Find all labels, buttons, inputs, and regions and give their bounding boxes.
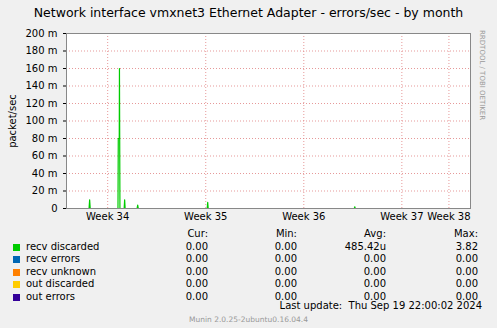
svg-text:0: 0 [51,203,57,214]
svg-text:packet/sec: packet/sec [7,94,18,148]
svg-text:100 m: 100 m [25,115,57,126]
html-text:0.00: 0.00 [185,278,208,289]
html-text:Avg:: Avg: [364,228,386,239]
html-text:0.00: 0.00 [185,290,208,302]
html-text:0.00: 0.00 [185,265,208,277]
html-text:out errors: out errors [26,290,75,302]
html-text:recv errors: recv errors [26,253,81,264]
html-text:Last update: Thu Sep 19 22:00:: Last update: Thu Sep 19 22:00:02 2024 [279,300,482,311]
svg-text:20 m: 20 m [32,185,58,196]
html-text:RRDTOOL / TOBI OETIKER: RRDTOOL / TOBI OETIKER [478,30,486,121]
html-text:0.00: 0.00 [455,290,478,302]
html-text:0.00: 0.00 [455,253,478,264]
svg-text:60 m: 60 m [32,150,58,161]
html-text:0.00: 0.00 [274,240,297,252]
html-text:recv discarded: recv discarded [26,240,100,252]
svg-text:80 m: 80 m [32,133,58,144]
svg-text:Week 37: Week 37 [380,211,423,222]
html-text:recv unknown: recv unknown [26,265,97,277]
html-text:0.00: 0.00 [455,265,478,277]
svg-text:160 m: 160 m [25,63,57,74]
html-text:0.00: 0.00 [363,278,386,289]
html-text:0.00: 0.00 [274,265,297,277]
html-text:Max:: Max: [454,228,478,239]
html-text:0.00: 0.00 [363,265,386,277]
html-text:0.00: 0.00 [363,290,386,302]
html-text:3.82: 3.82 [455,240,478,252]
svg-text:Week 35: Week 35 [184,211,227,222]
svg-text:180 m: 180 m [25,45,57,56]
svg-text:140 m: 140 m [25,80,57,91]
html-text:0.00: 0.00 [274,290,297,302]
svg-text:Week 38: Week 38 [427,211,470,222]
html-text:0.00: 0.00 [185,253,208,264]
html-text:0.00: 0.00 [274,278,297,289]
svg-text:Week 36: Week 36 [282,211,325,222]
html-text:485.42u: 485.42u [344,240,386,252]
html-text:0.00: 0.00 [185,240,208,252]
html-text:Munin 2.0.25-2ubuntu0.16.04.4: Munin 2.0.25-2ubuntu0.16.04.4 [189,315,308,324]
svg-text:200 m: 200 m [25,28,57,39]
svg-text:40 m: 40 m [32,168,58,179]
html-text:out discarded: out discarded [26,278,95,289]
html-text:Cur:: Cur: [187,228,208,239]
svg-text:120 m: 120 m [25,98,57,109]
html-text:0.00: 0.00 [363,253,386,264]
html-text:Network interface vmxnet3 Ethe: Network interface vmxnet3 Ethernet Adapt… [33,5,464,20]
svg-text:Week 34: Week 34 [86,211,129,222]
html-text:Min:: Min: [275,228,297,239]
html-text:0.00: 0.00 [274,253,297,264]
html-text:0.00: 0.00 [455,278,478,289]
